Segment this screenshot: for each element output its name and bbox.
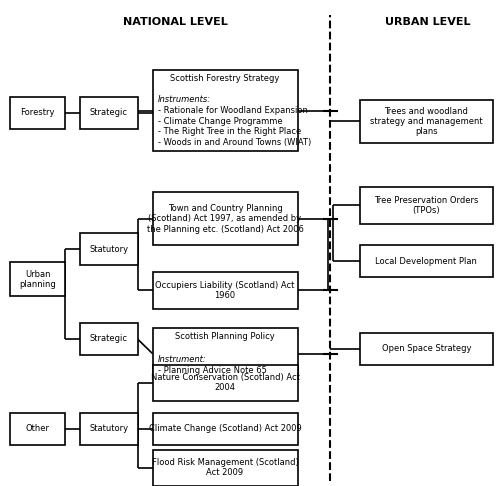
Text: Nature Conservation (Scotland) Act
2004: Nature Conservation (Scotland) Act 2004 <box>150 373 300 392</box>
FancyBboxPatch shape <box>10 97 65 129</box>
Text: Scottish Forestry Strategy: Scottish Forestry Strategy <box>170 74 280 83</box>
Text: Flood Risk Management (Scotland)
Act 2009: Flood Risk Management (Scotland) Act 200… <box>152 458 298 477</box>
Text: - Climate Change Programme: - Climate Change Programme <box>158 117 282 126</box>
FancyBboxPatch shape <box>80 233 138 265</box>
Text: Instruments:: Instruments: <box>158 95 210 104</box>
Text: Statutory: Statutory <box>89 244 128 254</box>
Text: - Rationale for Woodland Expansion: - Rationale for Woodland Expansion <box>158 106 308 115</box>
FancyBboxPatch shape <box>152 70 298 151</box>
FancyBboxPatch shape <box>152 328 298 379</box>
FancyBboxPatch shape <box>152 450 298 486</box>
FancyBboxPatch shape <box>80 97 138 129</box>
FancyBboxPatch shape <box>10 262 65 296</box>
Text: Forestry: Forestry <box>20 108 55 118</box>
Text: Tree Preservation Orders
(TPOs): Tree Preservation Orders (TPOs) <box>374 196 478 215</box>
Text: Occupiers Liability (Scotland) Act
1960: Occupiers Liability (Scotland) Act 1960 <box>156 281 294 300</box>
FancyBboxPatch shape <box>152 364 298 401</box>
FancyBboxPatch shape <box>152 413 298 445</box>
FancyBboxPatch shape <box>360 245 492 277</box>
Text: URBAN LEVEL: URBAN LEVEL <box>385 17 470 27</box>
Text: Urban
planning: Urban planning <box>19 270 56 289</box>
Text: - The Right Tree in the Right Place: - The Right Tree in the Right Place <box>158 127 301 137</box>
Text: Scottish Planning Policy: Scottish Planning Policy <box>175 332 275 341</box>
Text: Town and Country Planning
(Scotland) Act 1997, as amended by
the Planning etc. (: Town and Country Planning (Scotland) Act… <box>146 204 304 234</box>
Text: Trees and woodland
strategy and management
plans: Trees and woodland strategy and manageme… <box>370 106 482 137</box>
FancyBboxPatch shape <box>80 413 138 445</box>
Text: Strategic: Strategic <box>90 108 128 118</box>
FancyBboxPatch shape <box>360 100 492 143</box>
FancyBboxPatch shape <box>360 187 492 224</box>
Text: - Woods in and Around Towns (WIAT): - Woods in and Around Towns (WIAT) <box>158 138 311 147</box>
Text: Other: Other <box>26 424 50 434</box>
Text: Instrument:: Instrument: <box>158 355 206 364</box>
FancyBboxPatch shape <box>152 192 298 245</box>
FancyBboxPatch shape <box>360 333 492 364</box>
Text: Local Development Plan: Local Development Plan <box>376 257 477 266</box>
Text: - Planning Advice Note 65: - Planning Advice Note 65 <box>158 366 266 375</box>
Text: Statutory: Statutory <box>89 424 128 434</box>
Text: Open Space Strategy: Open Space Strategy <box>382 344 471 353</box>
FancyBboxPatch shape <box>10 413 65 445</box>
Text: NATIONAL LEVEL: NATIONAL LEVEL <box>122 17 228 27</box>
FancyBboxPatch shape <box>152 272 298 309</box>
Text: Climate Change (Scotland) Act 2009: Climate Change (Scotland) Act 2009 <box>148 424 302 434</box>
Text: Strategic: Strategic <box>90 334 128 344</box>
FancyBboxPatch shape <box>80 323 138 355</box>
